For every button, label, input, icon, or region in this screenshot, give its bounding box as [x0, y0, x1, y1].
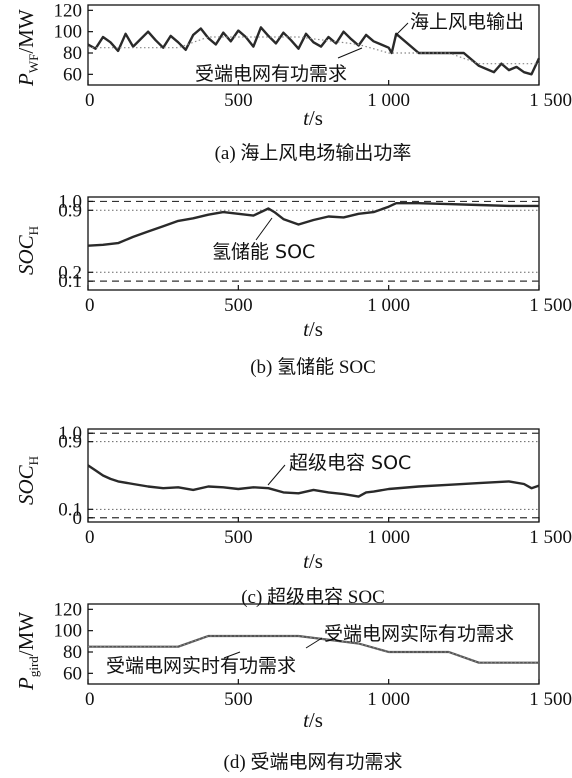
x-tick-label: 500 — [224, 90, 253, 111]
panel-caption: (a) 海上风电场输出功率 — [215, 142, 412, 164]
x-tick-label: 1 500 — [529, 90, 572, 111]
y-tick-label: 0.9 — [58, 432, 82, 453]
y-tick-label: 80 — [63, 43, 82, 64]
x-tick-label: 1 500 — [529, 527, 572, 548]
y-axis-label: Pgird/MW — [14, 612, 41, 691]
panel-b: SOCH t/s (b) 氢储能 SOC 0 500 1 000 1 5001.00.… — [14, 191, 572, 378]
x-tick-label: 0 — [85, 527, 95, 548]
x-tick-label: 500 — [224, 295, 253, 316]
x-tick-label: 1 000 — [367, 295, 410, 316]
series-line — [87, 201, 539, 247]
x-tick-label: 0 — [85, 295, 95, 316]
y-tick-label: 0.1 — [58, 499, 82, 520]
leader-line — [267, 464, 286, 486]
series-label-actual: 受端电网实际有功需求 — [324, 623, 514, 645]
y-tick-label: 100 — [54, 22, 83, 43]
panel-a: PWF/MW t/s (a) 海上风电场输出功率 0 500 1 000 1 500 1… — [14, 0, 572, 164]
leader-line — [223, 651, 241, 659]
x-tick-label: 500 — [224, 689, 253, 710]
series-line — [87, 26, 541, 76]
svg-text:PWF/MW: PWF/MW — [14, 9, 41, 87]
series-label-hydrogen: 氢储能 SOC — [212, 241, 315, 263]
x-axis-label: t/s — [303, 708, 323, 732]
series-line — [88, 635, 539, 664]
y-tick-label: 120 — [54, 0, 83, 21]
panel-caption: (c) 超级电容 SOC — [241, 586, 385, 608]
y-tick-label: 0 — [73, 508, 83, 529]
svg-text:SOCH: SOCH — [14, 456, 41, 505]
panel-c: SOCH t/s (c) 超级电容 SOC 0 500 1 000 1 5001.00… — [14, 423, 572, 608]
series-line — [88, 36, 539, 65]
x-tick-label: 1 500 — [529, 295, 572, 316]
svg-text:Pgird/MW: Pgird/MW — [14, 612, 41, 691]
svg-text:SOCH: SOCH — [14, 226, 41, 275]
x-tick-label: 0 — [85, 90, 95, 111]
y-axis-label: PWF/MW — [14, 9, 41, 87]
x-axis-label: t/s — [303, 549, 323, 573]
plot-frame — [87, 603, 540, 685]
leader-line — [395, 22, 409, 36]
x-tick-label: 1 000 — [367, 527, 410, 548]
series-line — [87, 464, 540, 498]
x-tick-label: 1 000 — [367, 689, 410, 710]
y-axis-label: SOCH — [14, 226, 41, 275]
y-tick-label: 120 — [54, 599, 83, 620]
y-tick-label: 1.0 — [58, 191, 82, 212]
x-axis-label: t/s — [303, 106, 323, 130]
panel-caption: (d) 受端电网有功需求 — [224, 751, 403, 773]
plot-frame — [87, 428, 540, 523]
x-tick-label: 0 — [85, 689, 95, 710]
plot-frame — [87, 196, 540, 291]
series-label-supercap: 超级电容 SOC — [289, 452, 411, 474]
x-tick-label: 1 500 — [529, 689, 572, 710]
y-tick-label: 0.1 — [58, 271, 82, 292]
y-axis-label: SOCH — [14, 456, 41, 505]
leader-line — [305, 637, 323, 649]
y-tick-label: 0.2 — [58, 262, 82, 283]
y-tick-label: 80 — [63, 642, 82, 663]
y-tick-label: 0.9 — [58, 200, 82, 221]
x-tick-label: 500 — [224, 527, 253, 548]
y-tick-label: 60 — [63, 663, 82, 684]
series-label-wind: 海上风电输出 — [410, 11, 524, 33]
leader-line — [337, 47, 363, 59]
series-label-demand: 受端电网有功需求 — [195, 63, 347, 85]
x-tick-label: 1 000 — [367, 90, 410, 111]
panel-d: Pgird/MW t/s (d) 受端电网有功需求 0 500 1 000 1 500… — [14, 599, 572, 773]
y-tick-label: 60 — [63, 64, 82, 85]
y-tick-label: 1.0 — [58, 423, 82, 444]
leader-line — [255, 217, 273, 241]
panel-caption: (b) 氢储能 SOC — [250, 356, 376, 378]
series-label-realtime: 受端电网实时有功需求 — [106, 655, 296, 677]
x-axis-label: t/s — [303, 317, 323, 341]
y-tick-label: 100 — [54, 621, 83, 642]
